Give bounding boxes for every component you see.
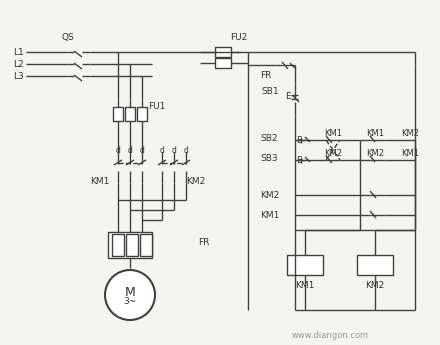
Bar bbox=[112, 234, 124, 256]
Bar bbox=[125, 107, 135, 121]
Text: 3~: 3~ bbox=[123, 297, 137, 306]
Text: L2: L2 bbox=[13, 59, 24, 69]
Text: SB2: SB2 bbox=[260, 134, 278, 142]
Bar bbox=[140, 234, 152, 256]
Text: d: d bbox=[139, 146, 144, 155]
Bar bbox=[215, 47, 231, 57]
Text: KM1: KM1 bbox=[295, 280, 315, 289]
Text: M: M bbox=[125, 286, 136, 298]
Text: KM2: KM2 bbox=[401, 128, 419, 138]
Bar bbox=[126, 234, 138, 256]
Bar bbox=[215, 58, 231, 68]
Text: FR: FR bbox=[260, 70, 271, 79]
Text: KM2: KM2 bbox=[260, 190, 279, 199]
Text: www.diangon.com: www.diangon.com bbox=[291, 332, 369, 341]
Text: L1: L1 bbox=[13, 48, 24, 57]
Text: KM2: KM2 bbox=[186, 177, 205, 186]
Text: FU2: FU2 bbox=[230, 32, 247, 41]
Text: SB3: SB3 bbox=[260, 154, 278, 162]
Text: QS: QS bbox=[62, 32, 74, 41]
Text: E: E bbox=[296, 136, 301, 145]
Text: KM2: KM2 bbox=[324, 148, 342, 158]
Bar bbox=[287, 255, 323, 275]
Text: d: d bbox=[183, 146, 188, 155]
Text: d: d bbox=[128, 146, 132, 155]
Text: d: d bbox=[172, 146, 176, 155]
Text: KM2: KM2 bbox=[365, 280, 385, 289]
Text: SB1: SB1 bbox=[261, 87, 279, 96]
Bar bbox=[108, 232, 152, 258]
Text: KM1: KM1 bbox=[90, 177, 110, 186]
Text: KM1: KM1 bbox=[260, 210, 279, 219]
Text: L3: L3 bbox=[13, 71, 24, 80]
Text: d: d bbox=[116, 146, 121, 155]
Bar bbox=[113, 107, 123, 121]
Text: FR: FR bbox=[198, 237, 209, 246]
Text: KM1: KM1 bbox=[324, 128, 342, 138]
Bar bbox=[137, 107, 147, 121]
Bar bbox=[357, 255, 393, 275]
Text: KM2: KM2 bbox=[366, 148, 384, 158]
Circle shape bbox=[105, 270, 155, 320]
Text: d: d bbox=[160, 146, 165, 155]
Text: KM1: KM1 bbox=[401, 148, 419, 158]
Text: FU1: FU1 bbox=[148, 101, 165, 110]
Text: E: E bbox=[286, 91, 291, 100]
Text: E: E bbox=[296, 156, 301, 165]
Text: KM1: KM1 bbox=[366, 128, 384, 138]
